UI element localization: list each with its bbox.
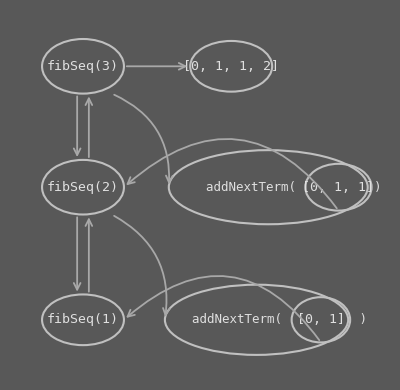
Text: fibSeq(3): fibSeq(3) xyxy=(47,60,119,73)
Text: fibSeq(2): fibSeq(2) xyxy=(47,181,119,194)
Text: addNextTerm(: addNextTerm( xyxy=(206,181,303,194)
Text: ): ) xyxy=(352,313,367,326)
Text: addNextTerm(: addNextTerm( xyxy=(192,313,290,326)
Text: [0, 1, 1, 2]: [0, 1, 1, 2] xyxy=(183,60,279,73)
Text: [0, 1, 1]: [0, 1, 1] xyxy=(302,181,374,194)
Text: fibSeq(1): fibSeq(1) xyxy=(47,313,119,326)
Text: ): ) xyxy=(374,181,381,194)
Text: [0, 1]: [0, 1] xyxy=(297,313,345,326)
